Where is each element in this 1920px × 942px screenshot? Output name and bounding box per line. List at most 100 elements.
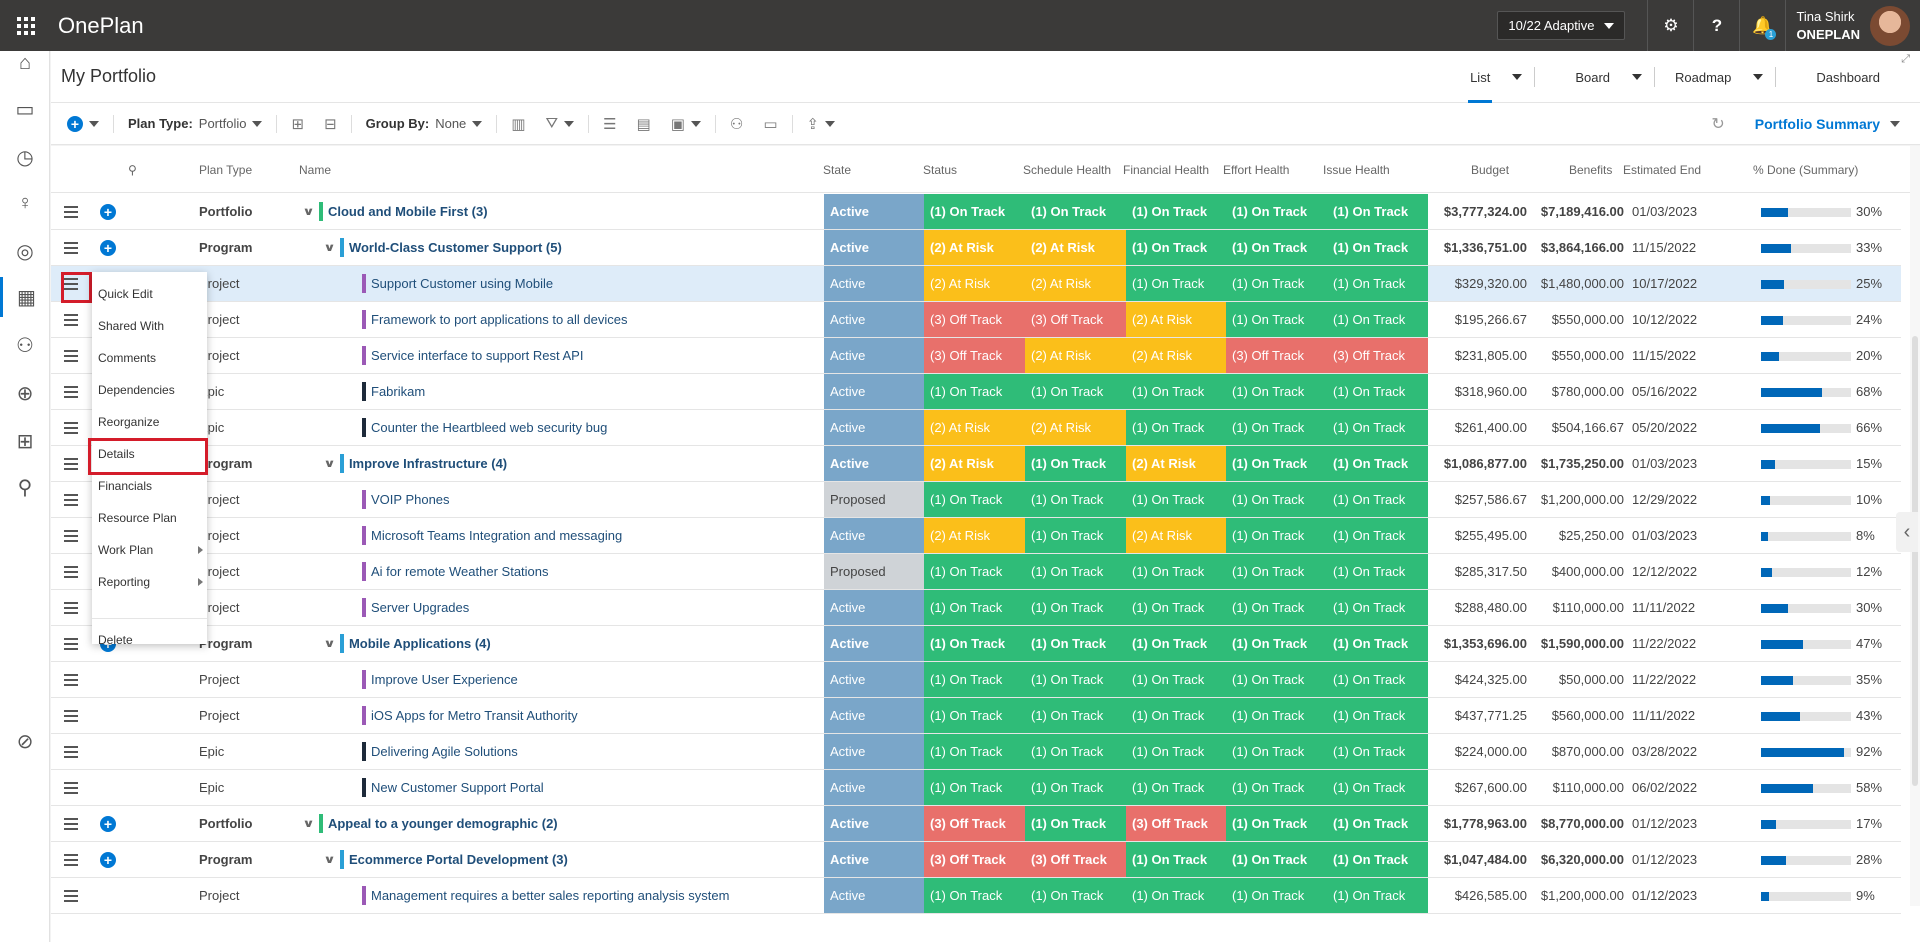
portfolio-summary-dropdown[interactable]: Portfolio Summary <box>1754 116 1880 132</box>
column-header-benefits[interactable]: Benefits <box>1569 163 1613 177</box>
row-menu-button[interactable] <box>61 374 81 409</box>
table-row[interactable]: Project Support Customer using Mobile Acti… <box>51 266 1901 302</box>
add-child-button[interactable]: + <box>100 194 116 229</box>
group-by-dropdown[interactable]: Group By: None <box>356 103 493 145</box>
tab-list[interactable]: List <box>1460 51 1500 103</box>
table-row[interactable]: Project iOS Apps for Metro Transit Author… <box>51 698 1901 734</box>
lightbulb-icon[interactable]: ♀ <box>17 191 33 214</box>
menu-item-quick-edit[interactable]: Quick Edit <box>98 287 153 301</box>
chevron-down-icon[interactable] <box>1620 74 1654 80</box>
add-button[interactable]: + <box>51 103 109 145</box>
menu-item-shared-with[interactable]: Shared With <box>98 319 165 333</box>
table-row[interactable]: Project Management requires a better sale… <box>51 878 1901 914</box>
tab-board[interactable]: Board <box>1575 69 1611 85</box>
collapse-all-icon[interactable]: ⊟ <box>324 115 337 133</box>
plan-name-link[interactable]: Ecommerce Portal Development (3) <box>348 852 568 867</box>
money-icon[interactable]: ▭ <box>763 115 778 133</box>
table-row[interactable]: Project Microsoft Teams Integration and m… <box>51 518 1901 554</box>
name-cell[interactable]: ∨ Improve Infrastructure (4) <box>323 446 507 481</box>
column-header-pct-done[interactable]: % Done (Summary) <box>1753 163 1859 177</box>
menu-item-work-plan[interactable]: Work Plan <box>98 537 203 563</box>
name-cell[interactable]: iOS Apps for Metro Transit Authority <box>362 698 578 733</box>
add-child-button[interactable]: + <box>100 842 116 877</box>
menu-item-reorganize[interactable]: Reorganize <box>98 415 160 429</box>
row-menu-button[interactable] <box>61 698 81 733</box>
name-cell[interactable]: Framework to port applications to all de… <box>362 302 628 337</box>
hierarchy-icon[interactable]: ⚲ <box>128 163 137 177</box>
plan-name-link[interactable]: Fabrikam <box>371 384 426 399</box>
people-icon[interactable]: ⚇ <box>16 334 34 357</box>
plan-name-link[interactable]: Ai for remote Weather Stations <box>371 564 549 579</box>
chevron-down-icon[interactable]: ∨ <box>323 638 336 650</box>
chevron-down-icon[interactable]: ∨ <box>323 458 336 470</box>
plan-name-link[interactable]: VOIP Phones <box>371 492 450 507</box>
column-header-state[interactable]: State <box>823 163 852 177</box>
column-header-issue-health[interactable]: Issue Health <box>1323 163 1390 177</box>
row-menu-button[interactable] <box>61 590 81 625</box>
menu-item-financials[interactable]: Financials <box>98 479 153 493</box>
plan-name-link[interactable]: Delivering Agile Solutions <box>371 744 518 759</box>
globe-report-icon[interactable]: ⊕ <box>16 382 34 405</box>
tab-roadmap[interactable]: Roadmap <box>1675 69 1732 85</box>
dashboard-icon[interactable]: ▦ <box>0 277 50 317</box>
table-row[interactable]: Project Ai for remote Weather Stations Pro… <box>51 554 1901 590</box>
table-row[interactable]: + Program ∨ Ecommerce Portal Development (3… <box>51 842 1901 878</box>
chevron-down-icon[interactable]: ∨ <box>323 854 336 866</box>
plan-name-link[interactable]: Support Customer using Mobile <box>371 276 554 291</box>
name-cell[interactable]: Server Upgrades <box>362 590 469 625</box>
history-icon[interactable]: ◷ <box>16 146 34 169</box>
app-launcher-icon[interactable] <box>0 0 52 51</box>
name-cell[interactable]: Improve User Experience <box>362 662 518 697</box>
row-menu-button[interactable] <box>61 482 81 517</box>
table-row[interactable]: Project Service interface to support Rest… <box>51 338 1901 374</box>
plan-name-link[interactable]: Management requires a better sales repor… <box>371 888 730 903</box>
name-cell[interactable]: ∨ Cloud and Mobile First (3) <box>302 194 488 229</box>
org-chart-icon[interactable]: ⊞ <box>16 430 34 453</box>
table-row[interactable]: Epic Counter the Heartbleed web security … <box>51 410 1901 446</box>
name-cell[interactable]: Delivering Agile Solutions <box>362 734 518 769</box>
row-menu-button[interactable] <box>61 842 81 877</box>
row-menu-button[interactable] <box>61 194 81 229</box>
plan-name-link[interactable]: Framework to port applications to all de… <box>371 312 628 327</box>
table-row[interactable]: Epic New Customer Support Portal Active (1)… <box>51 770 1901 806</box>
chevron-down-icon[interactable]: ∨ <box>302 818 315 830</box>
refresh-icon[interactable]: ↻ <box>1711 116 1725 133</box>
target-icon[interactable]: ◎ <box>16 240 34 263</box>
plan-name-link[interactable]: World-Class Customer Support (5) <box>348 240 562 255</box>
row-menu-button[interactable] <box>61 734 81 769</box>
briefcase-icon[interactable]: ▭ <box>15 98 35 121</box>
chevron-down-icon[interactable] <box>1890 121 1900 127</box>
name-cell[interactable]: New Customer Support Portal <box>362 770 544 805</box>
scrollbar-thumb[interactable] <box>1912 336 1918 786</box>
plan-name-link[interactable]: Counter the Heartbleed web security bug <box>371 420 608 435</box>
plan-name-link[interactable]: iOS Apps for Metro Transit Authority <box>371 708 578 723</box>
bell-icon[interactable]: 🔔 1 <box>1739 0 1785 51</box>
version-dropdown[interactable]: 10/22 Adaptive <box>1497 11 1626 40</box>
name-cell[interactable]: Management requires a better sales repor… <box>362 878 729 913</box>
menu-item-delete[interactable]: Delete <box>98 633 133 647</box>
column-header-schedule-health[interactable]: Schedule Health <box>1023 163 1112 177</box>
tab-dashboard[interactable]: Dashboard <box>1816 69 1880 85</box>
name-cell[interactable]: VOIP Phones <box>362 482 450 517</box>
gantt-icon[interactable]: ▤ <box>636 115 651 133</box>
name-cell[interactable]: Ai for remote Weather Stations <box>362 554 549 589</box>
name-cell[interactable]: ∨ World-Class Customer Support (5) <box>323 230 562 265</box>
column-header-financial-health[interactable]: Financial Health <box>1123 163 1210 177</box>
row-menu-button[interactable] <box>61 266 81 301</box>
add-child-button[interactable]: + <box>100 806 116 841</box>
user-menu[interactable]: Tina Shirk ONEPLAN <box>1785 0 1920 51</box>
row-menu-button[interactable] <box>61 662 81 697</box>
chevron-down-icon[interactable] <box>1741 74 1775 80</box>
expand-icon[interactable]: ⤢ <box>1901 53 1910 65</box>
layout-icon[interactable]: ▣ <box>661 103 711 145</box>
table-row[interactable]: Project VOIP Phones Proposed (1) On Track (1… <box>51 482 1901 518</box>
name-cell[interactable]: Microsoft Teams Integration and messagin… <box>362 518 622 553</box>
list-icon[interactable]: ☰ <box>603 115 617 133</box>
column-header-budget[interactable]: Budget <box>1471 163 1510 177</box>
column-header-status[interactable]: Status <box>923 163 958 177</box>
row-menu-button[interactable] <box>61 806 81 841</box>
row-menu-button[interactable] <box>61 878 81 913</box>
row-menu-button[interactable] <box>61 626 81 661</box>
table-row[interactable]: + Program ∨ World-Class Customer Support (5… <box>51 230 1901 266</box>
expand-all-icon[interactable]: ⊞ <box>291 115 305 133</box>
